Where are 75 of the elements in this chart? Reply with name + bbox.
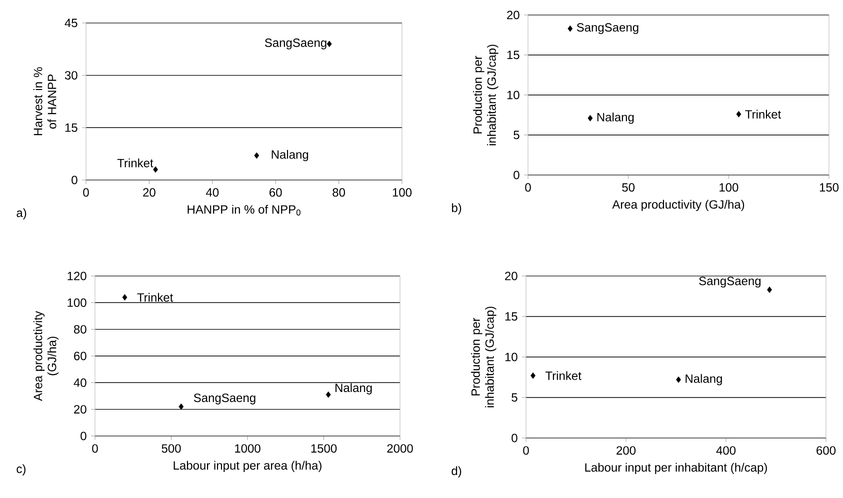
y-tick-label: 10 — [507, 90, 520, 100]
y-axis-title: Harvest in % of HANPP — [33, 67, 56, 136]
y-tick-label: 5 — [512, 393, 518, 402]
annotation: Trinket — [545, 371, 582, 380]
x-tick-label: 0 — [92, 444, 98, 453]
point — [153, 166, 158, 173]
x-tick-label: 400 — [716, 446, 736, 455]
point — [530, 372, 536, 379]
annotation: Trinket — [137, 292, 174, 302]
point — [736, 110, 742, 118]
y-tick-label: 0 — [80, 432, 86, 440]
text: c) — [16, 464, 26, 476]
annotation: SangSaeng — [699, 276, 761, 288]
text: a) — [16, 208, 26, 220]
annotation: Nalang — [686, 374, 722, 386]
x-tick-label: 60 — [270, 188, 282, 197]
y-tick-label: 80 — [74, 325, 86, 334]
annotation: SangSaeng — [264, 38, 326, 50]
point — [326, 40, 332, 48]
y-tick-label: 15 — [505, 312, 518, 321]
x-tick-label: 0 — [523, 446, 529, 455]
point — [676, 376, 681, 383]
y-tick-label: 20 — [74, 405, 86, 414]
x-tick-label: 100 — [392, 188, 412, 197]
x-axis-title: HANPP in % of NPP$_{0}$ — [188, 204, 300, 216]
x-tick-label: 1500 — [311, 444, 337, 453]
y-tick-label: 5 — [514, 130, 520, 140]
x-tick-label: 150 — [820, 183, 839, 192]
annotation: Trinket — [745, 110, 782, 119]
y-axis-title: Production per inhabitant (GJ/cap) — [471, 306, 496, 408]
x-axis-title: Labour input per area (h/ha) — [174, 460, 322, 472]
x-tick-label: 2000 — [387, 444, 413, 453]
point — [178, 403, 184, 410]
point — [568, 25, 573, 32]
annotation: Nalang — [597, 112, 634, 124]
x-tick-label: 500 — [162, 444, 181, 453]
y-axis-title: Area productivity (GJ/ha) — [33, 311, 59, 401]
x-tick-label: 80 — [332, 188, 346, 197]
y-tick-label: 10 — [505, 352, 518, 362]
x-tick-label: 600 — [816, 446, 836, 455]
y-tick-label: 100 — [68, 298, 86, 307]
y-tick-label: 45 — [64, 18, 78, 28]
y-tick-label: 30 — [64, 71, 78, 80]
annotation: Nalang — [272, 150, 308, 162]
x-tick-label: 40 — [206, 188, 219, 197]
x-tick-label: 50 — [622, 183, 635, 192]
x-tick-label: 200 — [616, 446, 636, 455]
y-tick-label: 15 — [65, 123, 78, 132]
point — [122, 294, 128, 301]
annotation: SangSaeng — [576, 23, 638, 34]
x-axis-title: Labour input per inhabitant (h/cap) — [585, 462, 767, 474]
text: b) — [452, 203, 462, 214]
y-tick-label: 0 — [514, 170, 520, 180]
x-tick-label: 0 — [525, 183, 531, 192]
point — [326, 391, 331, 398]
text: d) — [452, 466, 462, 478]
x-tick-label: 1000 — [235, 444, 260, 453]
y-tick-label: 20 — [505, 272, 518, 280]
point — [588, 114, 593, 122]
y-tick-label: 60 — [74, 352, 86, 360]
point — [767, 286, 772, 293]
point — [254, 152, 260, 159]
x-tick-label: 20 — [143, 188, 156, 197]
x-tick-label: 100 — [720, 183, 738, 192]
y-tick-label: 15 — [507, 50, 520, 60]
y-tick-label: 0 — [72, 176, 78, 184]
annotation: Nalang — [336, 383, 372, 394]
y-tick-label: 20 — [507, 10, 520, 20]
x-axis-title: Area productivity (GJ/ha) — [612, 200, 744, 212]
y-tick-label: 40 — [74, 378, 86, 387]
y-axis-title: Production per inhabitant (GJ/cap) — [473, 44, 498, 146]
y-tick-label: 0 — [512, 434, 518, 442]
annotation: Trinket — [117, 158, 154, 168]
annotation: SangSaeng — [194, 394, 256, 404]
y-tick-label: 120 — [68, 272, 86, 280]
